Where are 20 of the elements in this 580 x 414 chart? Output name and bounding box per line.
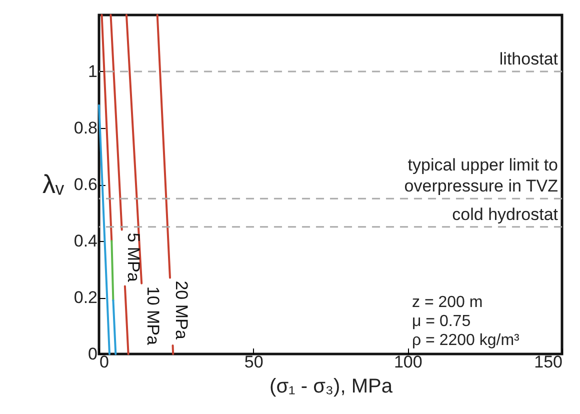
y-tick-label: 0.4 <box>74 232 98 250</box>
text: 5 MPa <box>124 232 143 282</box>
y-tick-label: 1 <box>88 62 98 81</box>
x-tick-label: 0 <box>100 352 109 372</box>
annotation: μ = 0.75 <box>412 313 471 330</box>
text: 20 MPa <box>172 280 191 340</box>
x-tick-label: 50 <box>244 352 264 372</box>
y-axis-title: λᵥ <box>42 169 65 199</box>
x-tick-label: 150 <box>534 352 562 372</box>
annotation: ρ = 2200 kg/m³ <box>412 332 520 349</box>
ref-line-label: typical upper limit to overpressure in TVZ <box>404 156 558 196</box>
annotation: z = 200 m <box>412 294 483 311</box>
ref-line-label: lithostat <box>499 50 558 68</box>
y-tick-label: 0.6 <box>74 175 98 194</box>
y-tick-label: 0.8 <box>74 118 98 138</box>
ref-line-label: cold hydrostat <box>452 204 558 224</box>
x-axis-title: (σ₁ - σ₃), MPa <box>270 376 394 398</box>
y-tick-label: 0.2 <box>74 288 98 307</box>
text: 10 MPa <box>144 286 163 346</box>
x-tick-label: 100 <box>394 352 422 372</box>
